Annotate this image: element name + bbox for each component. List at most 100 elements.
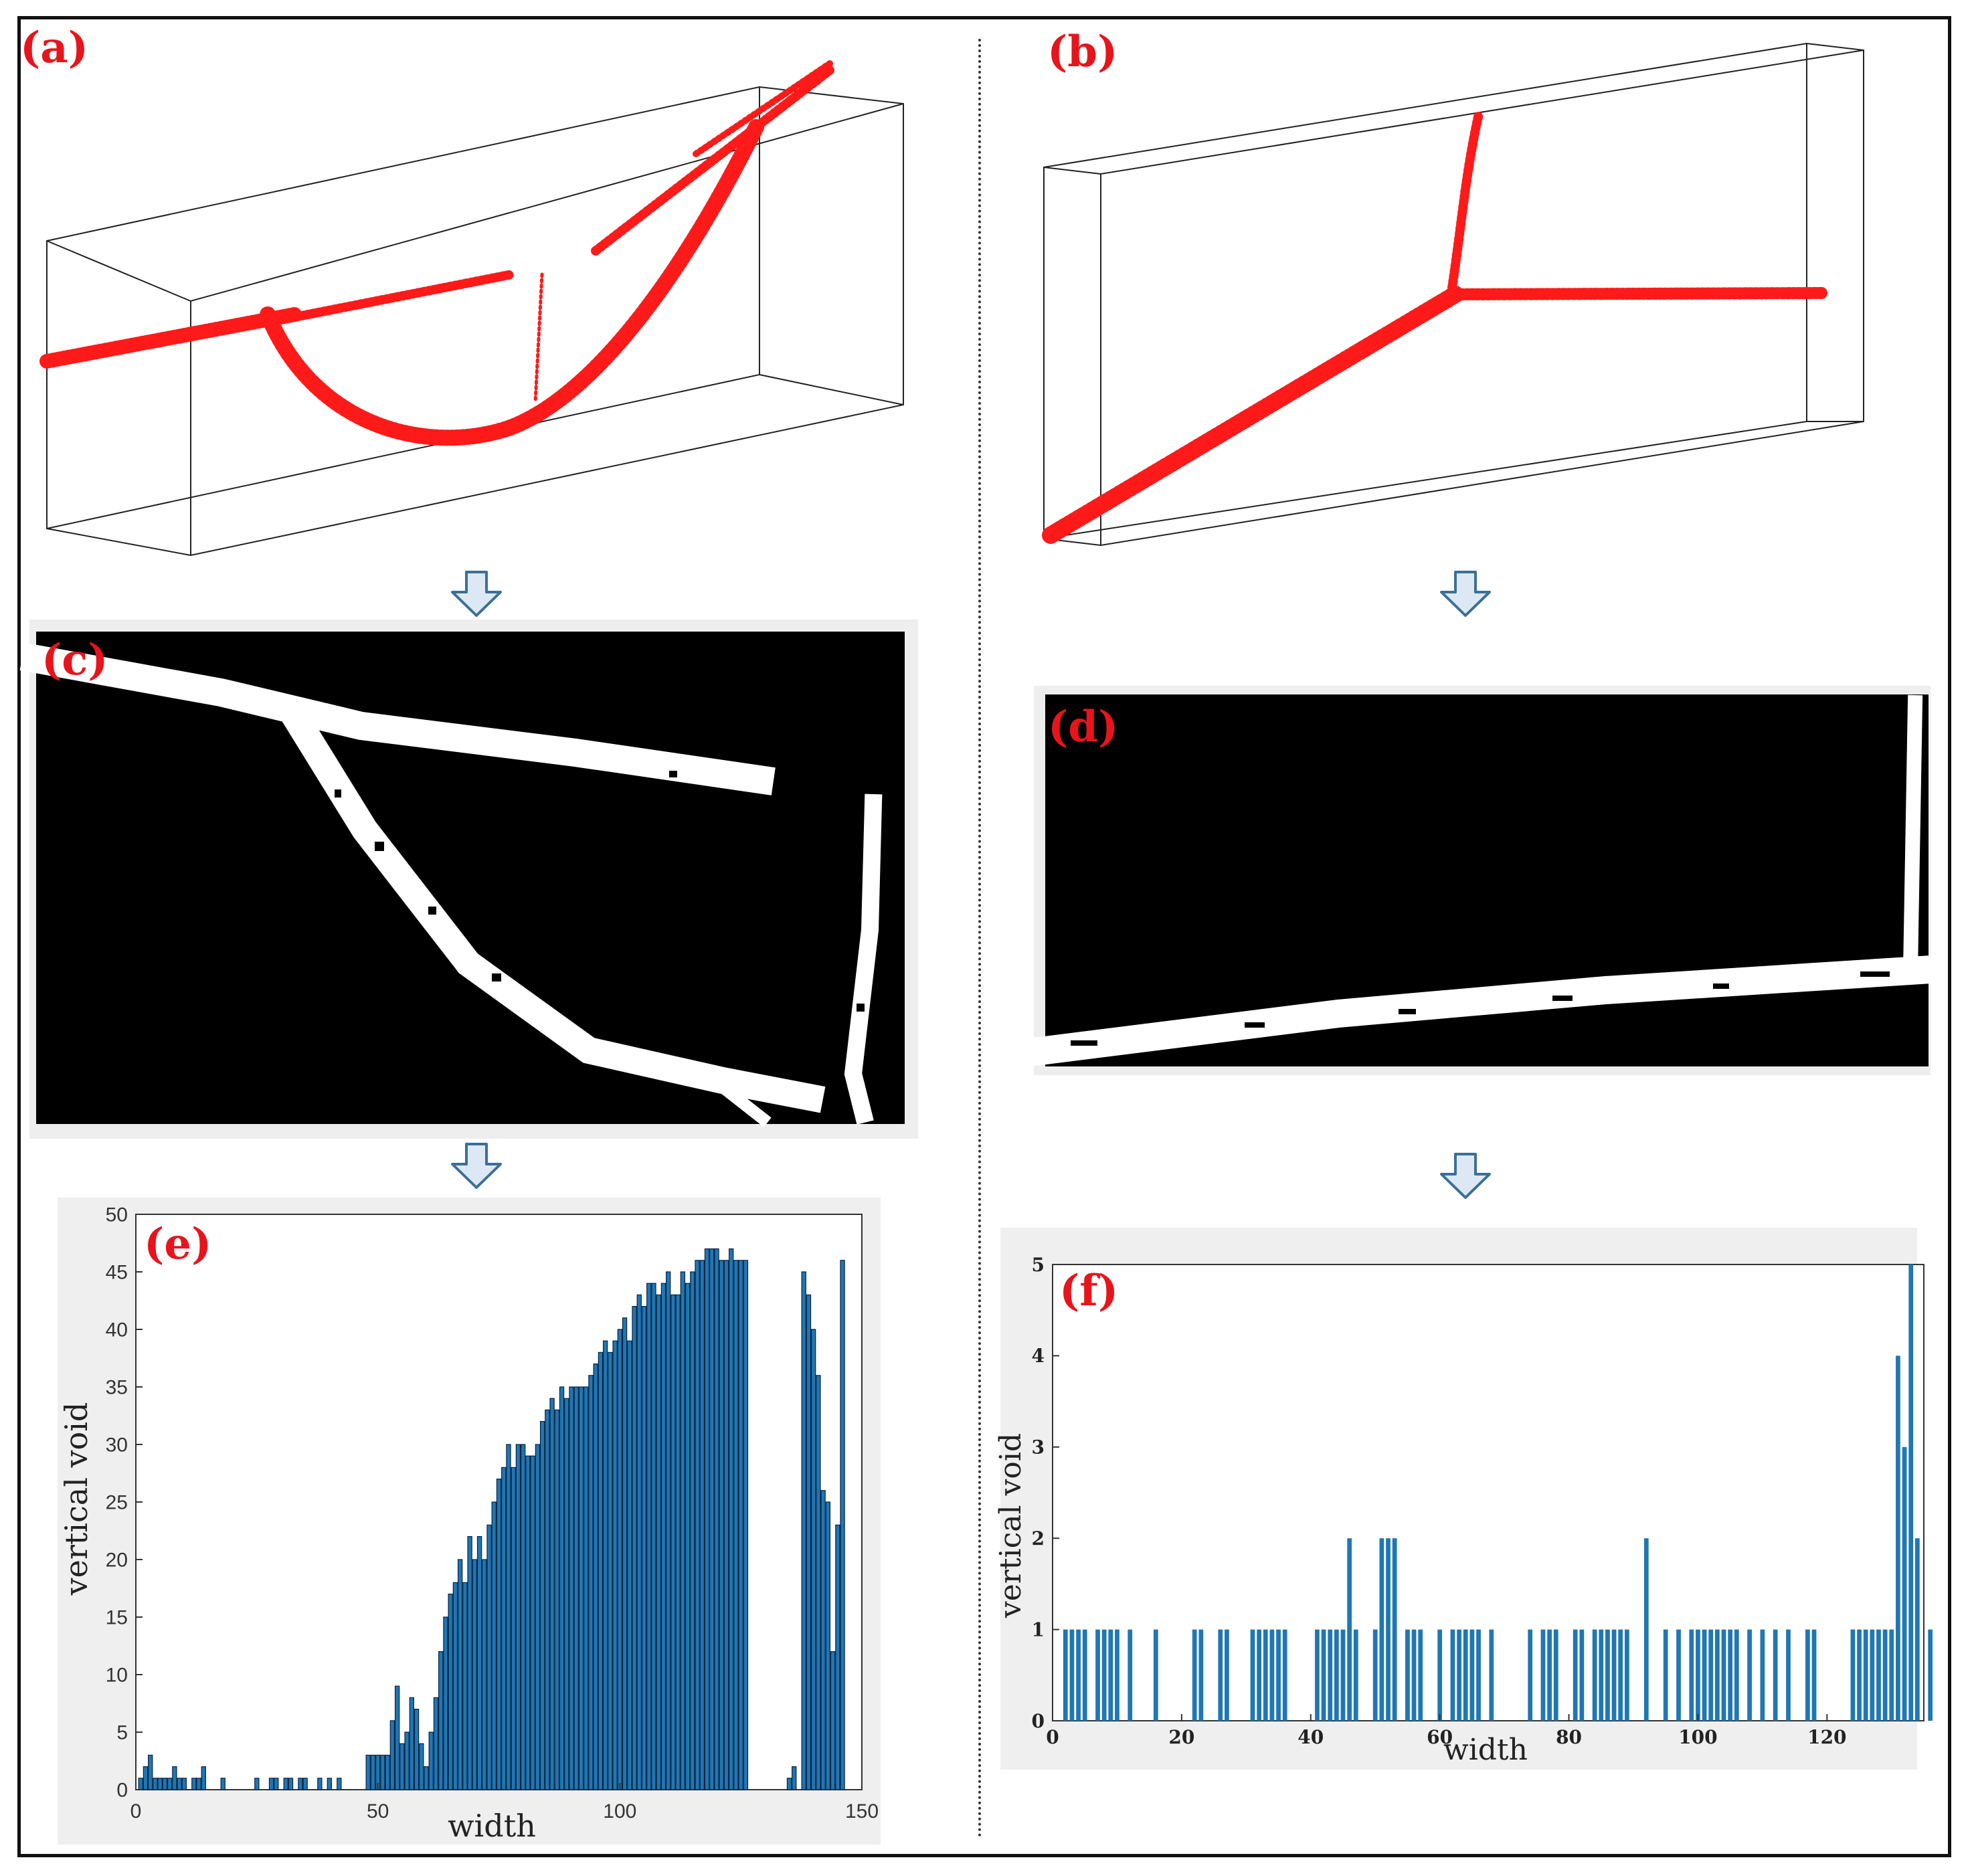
- bar: [539, 1421, 545, 1790]
- bar: [641, 1305, 647, 1790]
- bar: [1760, 1629, 1765, 1721]
- bar: [317, 1778, 323, 1790]
- bar: [501, 1467, 507, 1790]
- bar: [467, 1536, 472, 1790]
- bar: [1805, 1629, 1810, 1721]
- bar: [1250, 1629, 1255, 1721]
- bar: [288, 1778, 294, 1790]
- panel-label-b: (b): [1047, 27, 1118, 77]
- bar: [1553, 1629, 1558, 1721]
- bar: [424, 1766, 429, 1790]
- bar: [1321, 1629, 1326, 1721]
- bar: [254, 1778, 260, 1790]
- bar: [1225, 1629, 1229, 1721]
- bar: [1863, 1629, 1868, 1721]
- bar: [786, 1778, 792, 1790]
- figure-frame: [17, 16, 1951, 1857]
- chart-f: 0 20 40 60 80 100 120 0 1 2 3 4 5 width vertical vo…: [994, 1254, 1933, 1767]
- chart-f-xlabel: width: [1443, 1733, 1528, 1767]
- bar: [1715, 1629, 1720, 1721]
- chart-e-y-ticks: 0 5 10 15 20 25 30 35 40 45 50: [106, 1204, 143, 1802]
- bar: [1734, 1629, 1739, 1721]
- bar: [196, 1778, 201, 1790]
- bar: [1405, 1629, 1410, 1721]
- down-arrow-icon: [1440, 571, 1491, 617]
- bar: [1328, 1629, 1333, 1721]
- bar: [191, 1778, 197, 1790]
- point-cloud-a: [39, 60, 834, 446]
- bar: [1340, 1629, 1346, 1721]
- bar: [472, 1559, 478, 1790]
- chart-e-x-ticks: 0 50 100 150: [130, 1783, 879, 1822]
- bar: [274, 1778, 279, 1790]
- panel-label-a: (a): [20, 23, 89, 73]
- panel-b-3d-view: [1042, 42, 1864, 547]
- bar: [1115, 1629, 1119, 1721]
- bar: [1353, 1629, 1358, 1721]
- bar: [1198, 1629, 1204, 1721]
- bar: [820, 1490, 826, 1790]
- bar: [835, 1524, 840, 1790]
- bar: [148, 1754, 153, 1790]
- bar: [1676, 1629, 1681, 1721]
- bar: [1257, 1629, 1261, 1721]
- y-tick-label: 30: [106, 1434, 128, 1457]
- bar: [525, 1455, 531, 1790]
- chart-f-x-ticks: 0 20 40 60 80 100 120: [1046, 1714, 1847, 1748]
- bar: [816, 1375, 821, 1790]
- bar: [733, 1260, 739, 1790]
- bar: [1663, 1629, 1668, 1721]
- bar: [496, 1479, 502, 1790]
- bar: [201, 1766, 206, 1790]
- bar: [714, 1248, 719, 1790]
- bar: [1914, 1538, 1920, 1721]
- bar: [1489, 1629, 1494, 1721]
- bar: [181, 1778, 187, 1790]
- bar: [801, 1271, 806, 1790]
- bar: [1728, 1629, 1733, 1721]
- bar: [428, 1731, 434, 1790]
- y-tick-label: 0: [1032, 1710, 1045, 1732]
- bar: [1786, 1629, 1791, 1721]
- bar: [1153, 1629, 1158, 1721]
- bar: [433, 1697, 439, 1790]
- bar: [452, 1582, 458, 1790]
- point-cloud-b: [1042, 109, 1829, 544]
- bar: [443, 1616, 448, 1790]
- column-divider: [978, 39, 981, 1839]
- bar: [1418, 1629, 1423, 1721]
- down-arrow-icon: [451, 1143, 502, 1189]
- bar: [675, 1294, 681, 1790]
- bar: [1282, 1629, 1287, 1721]
- bar: [1379, 1538, 1384, 1721]
- bar: [806, 1294, 812, 1790]
- bar: [1386, 1538, 1391, 1721]
- bar: [457, 1559, 463, 1790]
- panel-c-binary-image: [19, 620, 918, 1139]
- bar: [1540, 1629, 1546, 1721]
- bar: [719, 1260, 724, 1790]
- bar: [1276, 1629, 1281, 1721]
- bar: [1721, 1629, 1726, 1721]
- bar: [825, 1501, 831, 1790]
- bar: [1263, 1629, 1268, 1721]
- bar: [723, 1260, 729, 1790]
- bar: [1592, 1629, 1597, 1721]
- bar: [394, 1685, 400, 1790]
- bar: [1095, 1629, 1100, 1721]
- bar: [1857, 1629, 1862, 1721]
- bar: [177, 1778, 182, 1790]
- bar: [143, 1766, 149, 1790]
- y-tick-label: 5: [1032, 1254, 1045, 1276]
- bar: [1411, 1629, 1417, 1721]
- bar: [283, 1778, 288, 1790]
- bar: [680, 1271, 686, 1790]
- bar: [602, 1340, 608, 1790]
- down-arrow-icon: [1440, 1153, 1491, 1199]
- down-arrow-icon: [451, 571, 502, 617]
- bar: [1372, 1629, 1378, 1721]
- bar: [1082, 1629, 1087, 1721]
- bar: [1902, 1446, 1907, 1721]
- bar: [830, 1651, 836, 1790]
- bar: [1889, 1629, 1894, 1721]
